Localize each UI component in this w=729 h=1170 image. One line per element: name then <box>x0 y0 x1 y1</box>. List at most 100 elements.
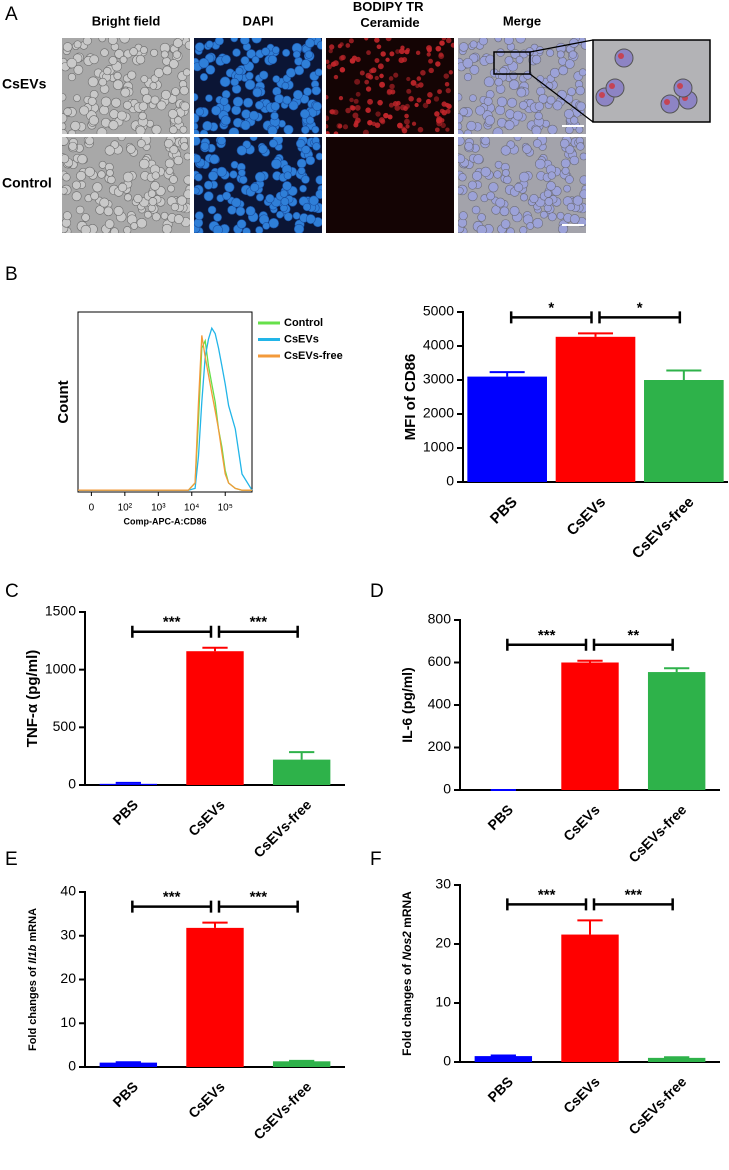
cell <box>329 44 335 50</box>
x-tick-label: CsEVs <box>185 1078 228 1121</box>
cell <box>303 87 312 96</box>
y-axis-label-part: Fold changes of <box>27 964 39 1051</box>
cell <box>458 186 464 195</box>
cell <box>575 125 584 134</box>
cell <box>389 51 395 57</box>
x-tick-label: CsEVs <box>185 796 228 839</box>
cell <box>301 59 311 69</box>
cell <box>139 158 150 170</box>
cell <box>395 49 400 54</box>
cell <box>315 189 322 199</box>
cell <box>205 94 213 102</box>
cell <box>469 64 480 75</box>
cell <box>519 226 528 233</box>
cell <box>224 182 235 193</box>
cell <box>494 38 503 43</box>
cell <box>306 116 315 125</box>
cell <box>559 138 570 149</box>
significance-label: *** <box>538 886 556 903</box>
cell <box>151 171 160 180</box>
y-tick-label: 10 <box>60 1014 76 1030</box>
x-tick-label: 10³ <box>151 503 166 514</box>
histogram-line <box>78 326 253 491</box>
panel-letter: F <box>370 849 382 870</box>
cell <box>182 68 190 77</box>
y-tick-label: 0 <box>68 776 76 792</box>
significance-bracket <box>217 900 299 913</box>
cell <box>328 48 333 54</box>
cell <box>374 75 379 81</box>
cell <box>532 217 543 229</box>
cell <box>117 110 127 121</box>
bar <box>272 1061 331 1067</box>
cell <box>375 111 381 117</box>
cell <box>503 175 512 185</box>
legend-label: CsEVs-free <box>284 350 343 362</box>
cell <box>109 109 119 119</box>
zoom-line <box>529 39 594 53</box>
cell <box>173 214 184 224</box>
cell <box>484 115 495 126</box>
cell <box>194 93 199 102</box>
cell <box>547 171 556 180</box>
cell <box>77 154 88 165</box>
cell <box>445 127 450 132</box>
cell <box>67 73 76 82</box>
cell <box>364 38 369 41</box>
cell <box>329 109 335 115</box>
significance-bracket <box>506 898 588 911</box>
cell <box>311 125 320 134</box>
bar <box>561 662 619 790</box>
cell <box>458 93 463 102</box>
cell <box>199 73 208 82</box>
cell <box>110 227 119 233</box>
cell <box>231 197 242 208</box>
error-bar <box>664 667 690 673</box>
cell <box>513 110 523 121</box>
cell <box>150 181 160 191</box>
cell <box>476 224 487 233</box>
cell <box>333 74 339 80</box>
panel-letter: A <box>5 4 18 25</box>
column-label-line: BODIPY TR <box>353 0 427 14</box>
cell <box>107 175 116 185</box>
cell <box>579 152 586 161</box>
inset-cell <box>660 94 680 114</box>
cell <box>312 101 322 112</box>
cell <box>251 38 262 44</box>
cell <box>136 217 147 229</box>
x-tick-label: CsEVs-free <box>625 801 689 865</box>
cell <box>316 40 322 50</box>
y-axis-label-part: mRNA <box>27 908 39 945</box>
cell <box>518 171 530 183</box>
cell <box>406 76 411 82</box>
cell <box>108 56 118 65</box>
cell <box>369 68 374 74</box>
column-label-line: Ceramide <box>360 15 419 30</box>
cell <box>124 193 132 202</box>
cell <box>292 211 301 220</box>
cell <box>236 145 247 156</box>
cell <box>76 170 87 181</box>
cell <box>377 63 384 70</box>
cell <box>396 100 401 106</box>
cell <box>458 113 464 124</box>
y-tick-label: 600 <box>428 653 452 669</box>
cell <box>216 166 227 177</box>
cell <box>505 109 515 119</box>
cell <box>333 131 339 134</box>
cell <box>205 40 214 49</box>
x-axis-label: Comp-APC-A:CD86 <box>124 516 207 526</box>
cell <box>173 155 184 166</box>
cell <box>114 49 124 59</box>
cell <box>500 145 511 156</box>
cell <box>135 54 146 65</box>
cell <box>569 214 580 224</box>
cell <box>66 57 78 69</box>
x-tick-label: CsEVs <box>564 494 610 540</box>
cell <box>230 38 239 43</box>
cell <box>85 137 95 146</box>
cell <box>92 182 103 193</box>
